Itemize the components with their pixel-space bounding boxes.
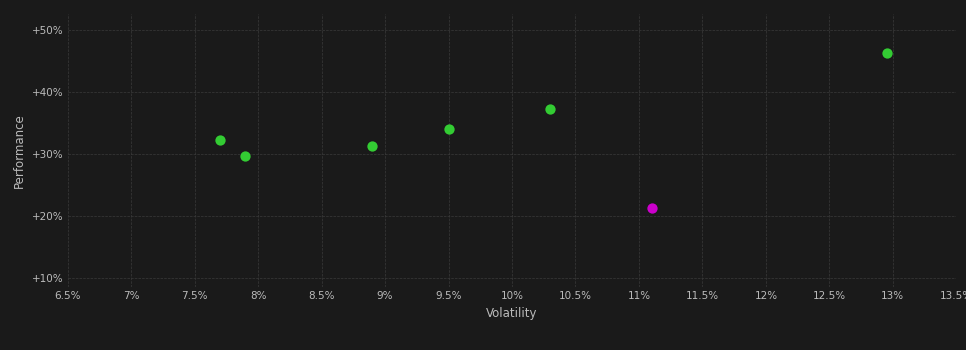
X-axis label: Volatility: Volatility [486,307,538,320]
Point [213,137,228,143]
Y-axis label: Performance: Performance [14,113,26,188]
Point [364,143,380,148]
Point [542,106,557,112]
Point [440,126,456,132]
Point [238,153,253,159]
Point [879,50,895,56]
Point [644,205,660,210]
